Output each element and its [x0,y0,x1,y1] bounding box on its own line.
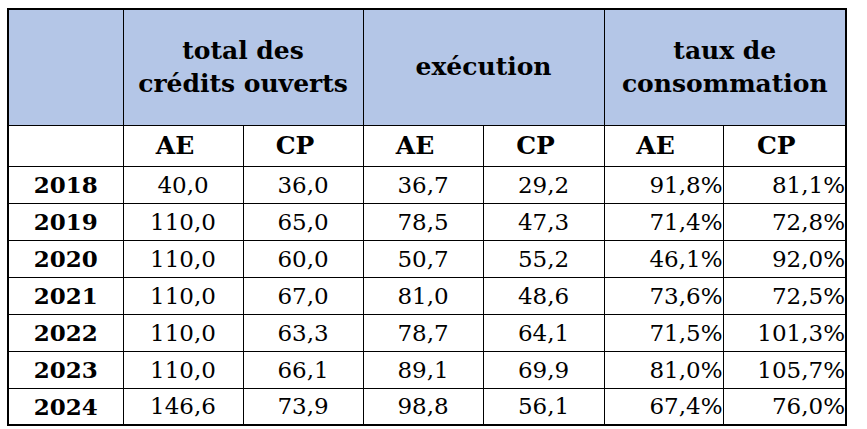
page: total des crédits ouverts exécution taux… [0,0,867,429]
year-cell: 2023 [8,351,123,388]
group-header-total-credits: total des crédits ouverts [123,9,363,125]
table-row: 2020 110,0 60,0 50,7 55,2 46,1% 92,0% [8,240,846,277]
percent-cell: 81,1% [723,166,846,203]
value-cell: 29,2 [483,166,604,203]
value-cell: 98,8 [363,388,483,425]
sub-header-cp-1: CP [243,125,363,166]
table-row: 2024 146,6 73,9 98,8 56,1 67,4% 76,0% [8,388,846,425]
value-cell: 60,0 [243,240,363,277]
corner-cell [8,9,123,125]
percent-cell: 101,3% [723,314,846,351]
value-cell: 110,0 [123,351,243,388]
value-cell: 55,2 [483,240,604,277]
sub-header-ae-1: AE [123,125,243,166]
percent-cell: 73,6% [604,277,723,314]
table-row: 2018 40,0 36,0 36,7 29,2 91,8% 81,1% [8,166,846,203]
percent-cell: 105,7% [723,351,846,388]
year-cell: 2024 [8,388,123,425]
percent-cell: 92,0% [723,240,846,277]
value-cell: 81,0 [363,277,483,314]
value-cell: 63,3 [243,314,363,351]
percent-cell: 76,0% [723,388,846,425]
value-cell: 78,7 [363,314,483,351]
percent-cell: 72,8% [723,203,846,240]
value-cell: 48,6 [483,277,604,314]
sub-header-row: AE CP AE CP AE CP [8,125,846,166]
value-cell: 40,0 [123,166,243,203]
value-cell: 47,3 [483,203,604,240]
year-cell: 2022 [8,314,123,351]
percent-cell: 71,4% [604,203,723,240]
group-header-row: total des crédits ouverts exécution taux… [8,9,846,125]
group-header-execution: exécution [363,9,604,125]
value-cell: 146,6 [123,388,243,425]
value-cell: 73,9 [243,388,363,425]
sub-header-empty [8,125,123,166]
sub-header-cp-3: CP [723,125,846,166]
table-row: 2021 110,0 67,0 81,0 48,6 73,6% 72,5% [8,277,846,314]
table-row: 2023 110,0 66,1 89,1 69,9 81,0% 105,7% [8,351,846,388]
percent-cell: 46,1% [604,240,723,277]
group-header-taux-consommation: taux de consommation [604,9,846,125]
table-row: 2019 110,0 65,0 78,5 47,3 71,4% 72,8% [8,203,846,240]
percent-cell: 72,5% [723,277,846,314]
value-cell: 65,0 [243,203,363,240]
percent-cell: 67,4% [604,388,723,425]
value-cell: 110,0 [123,277,243,314]
value-cell: 36,0 [243,166,363,203]
value-cell: 66,1 [243,351,363,388]
value-cell: 69,9 [483,351,604,388]
value-cell: 78,5 [363,203,483,240]
year-cell: 2019 [8,203,123,240]
percent-cell: 81,0% [604,351,723,388]
percent-cell: 71,5% [604,314,723,351]
sub-header-cp-2: CP [483,125,604,166]
value-cell: 67,0 [243,277,363,314]
value-cell: 56,1 [483,388,604,425]
year-cell: 2020 [8,240,123,277]
percent-cell: 91,8% [604,166,723,203]
value-cell: 50,7 [363,240,483,277]
year-cell: 2018 [8,166,123,203]
value-cell: 110,0 [123,203,243,240]
sub-header-ae-3: AE [604,125,723,166]
value-cell: 89,1 [363,351,483,388]
year-cell: 2021 [8,277,123,314]
table-row: 2022 110,0 63,3 78,7 64,1 71,5% 101,3% [8,314,846,351]
value-cell: 36,7 [363,166,483,203]
credits-table: total des crédits ouverts exécution taux… [7,8,847,426]
value-cell: 110,0 [123,314,243,351]
value-cell: 64,1 [483,314,604,351]
value-cell: 110,0 [123,240,243,277]
sub-header-ae-2: AE [363,125,483,166]
